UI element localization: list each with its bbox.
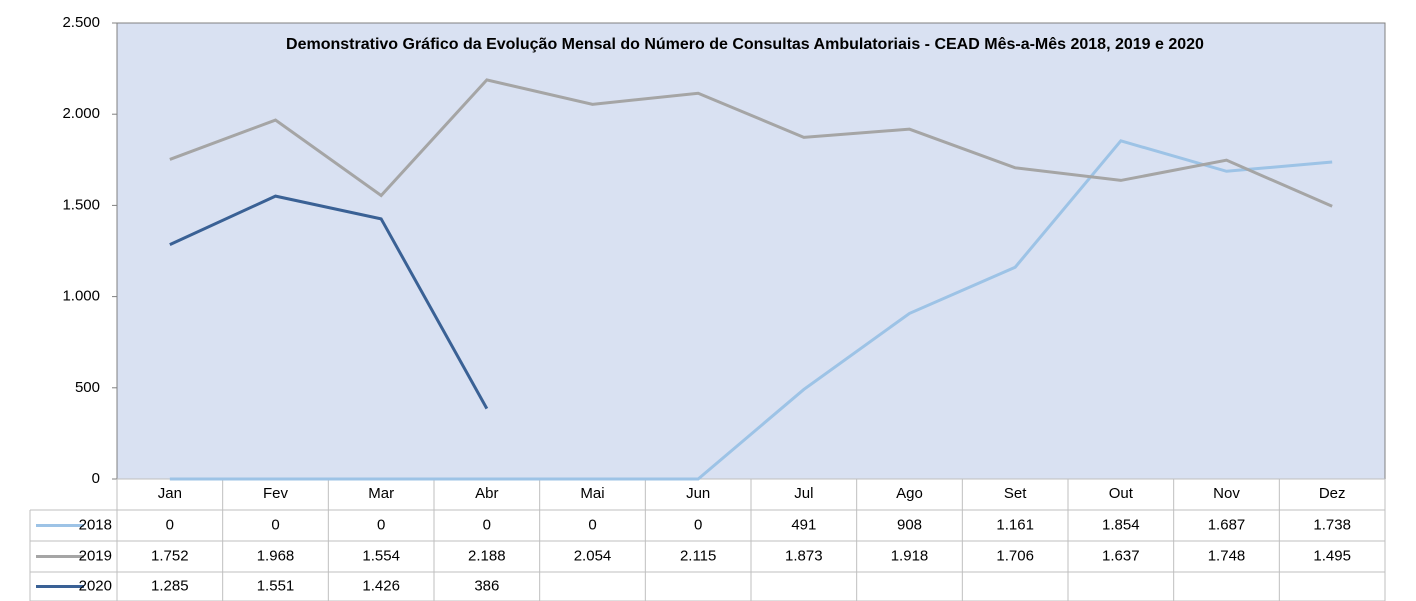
table-value: 386 [474, 577, 499, 594]
legend-label: 2018 [79, 516, 112, 533]
y-tick-label: 2.000 [62, 105, 100, 122]
x-tick-label: Jun [686, 485, 710, 502]
x-tick-label: Ago [896, 485, 923, 502]
chart-title: Demonstrativo Gráfico da Evolução Mensal… [286, 36, 1204, 53]
table-value: 2.188 [468, 547, 506, 564]
plot-area [116, 22, 1386, 480]
table-value: 2.054 [574, 547, 612, 564]
x-tick-label: Jul [794, 485, 813, 502]
series-line [169, 139, 1333, 481]
table-value: 0 [166, 516, 174, 533]
table-value: 1.285 [151, 577, 189, 594]
table-value: 1.551 [257, 577, 295, 594]
y-tick-label: 500 [75, 379, 100, 396]
table-value: 1.426 [362, 577, 400, 594]
table-value: 0 [377, 516, 385, 533]
table-value: 0 [694, 516, 702, 533]
series-line [169, 78, 1333, 208]
table-value: 908 [897, 516, 922, 533]
table-value: 0 [588, 516, 596, 533]
table-value: 1.748 [1208, 547, 1246, 564]
table-value: 1.161 [996, 516, 1034, 533]
x-tick-label: Jan [158, 485, 182, 502]
table-value: 1.738 [1313, 516, 1351, 533]
table-value: 0 [483, 516, 491, 533]
table-value: 0 [271, 516, 279, 533]
table-value: 1.554 [362, 547, 400, 564]
table-value: 1.637 [1102, 547, 1140, 564]
y-tick-label: 1.500 [62, 196, 100, 213]
table-value: 1.752 [151, 547, 189, 564]
x-tick-label: Out [1109, 485, 1134, 502]
table-value: 1.687 [1208, 516, 1246, 533]
x-tick-label: Fev [263, 485, 289, 502]
legend-label: 2020 [79, 577, 112, 594]
y-tick-label: 1.000 [62, 288, 100, 305]
table-value: 1.854 [1102, 516, 1140, 533]
series-line [169, 194, 489, 410]
table-value: 1.873 [785, 547, 823, 564]
x-tick-label: Nov [1213, 485, 1240, 502]
table-value: 1.706 [996, 547, 1034, 564]
table-value: 491 [791, 516, 816, 533]
y-tick-label: 0 [92, 470, 100, 487]
table-value: 1.968 [257, 547, 295, 564]
table-value: 1.495 [1313, 547, 1351, 564]
table-value: 1.918 [891, 547, 929, 564]
x-tick-label: Mai [580, 485, 604, 502]
table-value: 2.115 [680, 547, 716, 564]
x-tick-label: Abr [475, 485, 498, 502]
x-tick-label: Set [1004, 485, 1027, 502]
legend-label: 2019 [79, 547, 112, 564]
x-tick-label: Dez [1319, 485, 1346, 502]
x-tick-label: Mar [368, 485, 394, 502]
y-tick-label: 2.500 [62, 14, 100, 31]
